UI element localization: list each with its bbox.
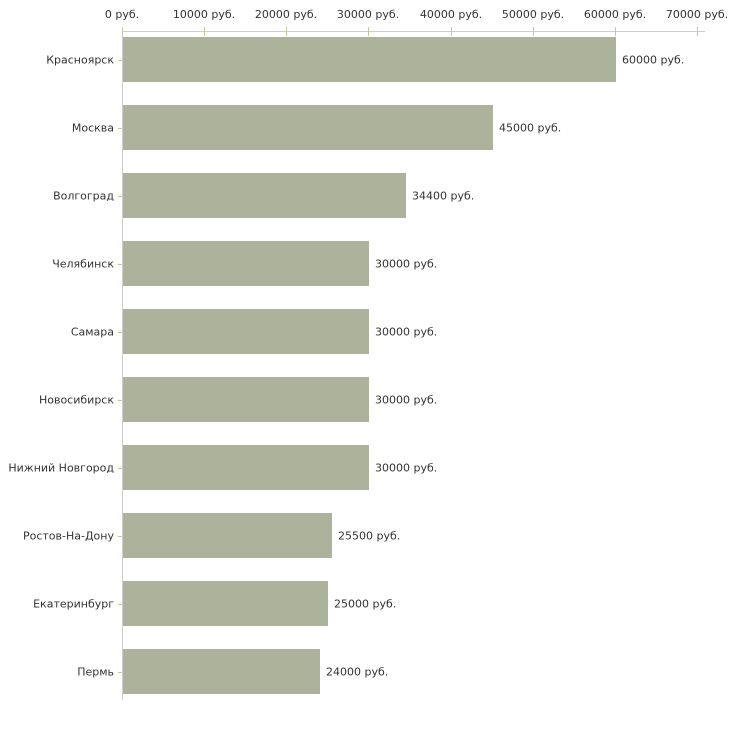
bar — [123, 105, 493, 150]
bar — [123, 581, 328, 626]
category-label: Ростов-На-Дону — [22, 529, 114, 542]
x-axis-tick-label: 60000 руб. — [583, 8, 647, 21]
x-axis-tick-label: 50000 руб. — [501, 8, 565, 21]
y-axis-tick-mark — [118, 672, 122, 673]
x-axis-tick-mark — [615, 27, 616, 36]
bar-value-label: 25000 руб. — [334, 597, 397, 610]
category-label: Новосибирск — [38, 393, 114, 406]
x-axis-tick-mark — [122, 27, 123, 36]
x-axis-tick-mark — [451, 27, 452, 36]
y-axis-tick-mark — [118, 332, 122, 333]
bar-value-label: 30000 руб. — [375, 393, 438, 406]
category-label: Екатеринбург — [33, 597, 114, 610]
bar — [123, 649, 320, 694]
bar — [123, 37, 616, 82]
x-axis-tick-label: 40000 руб. — [419, 8, 483, 21]
bar — [123, 241, 369, 286]
bar — [123, 513, 332, 558]
x-axis-tick-label: 20000 руб. — [254, 8, 318, 21]
y-axis-tick-mark — [118, 536, 122, 537]
x-axis-tick-label: 10000 руб. — [172, 8, 236, 21]
y-axis-tick-mark — [118, 400, 122, 401]
y-axis-tick-mark — [118, 60, 122, 61]
category-label: Москва — [71, 121, 114, 134]
y-axis-line — [122, 31, 123, 700]
category-label: Нижний Новгород — [8, 461, 114, 474]
x-axis-tick-label: 70000 руб. — [665, 8, 729, 21]
bar-value-label: 45000 руб. — [499, 121, 562, 134]
bar-value-label: 30000 руб. — [375, 325, 438, 338]
x-axis-tick-label: 0 руб. — [104, 8, 140, 21]
x-axis-tick-mark — [204, 27, 205, 36]
category-label: Волгоград — [53, 189, 114, 202]
bar — [123, 309, 369, 354]
bar — [123, 377, 369, 422]
category-label: Красноярск — [46, 53, 114, 66]
x-axis-tick-mark — [368, 27, 369, 36]
y-axis-tick-mark — [118, 128, 122, 129]
bar-value-label: 30000 руб. — [375, 461, 438, 474]
bar — [123, 173, 406, 218]
bar-value-label: 34400 руб. — [412, 189, 475, 202]
category-label: Челябинск — [52, 257, 114, 270]
category-label: Самара — [70, 325, 114, 338]
y-axis-tick-mark — [118, 468, 122, 469]
bar-value-label: 25500 руб. — [338, 529, 401, 542]
category-label: Пермь — [77, 665, 114, 678]
x-axis-tick-mark — [533, 27, 534, 36]
x-axis-tick-mark — [697, 27, 698, 36]
bar — [123, 445, 369, 490]
x-axis-tick-mark — [286, 27, 287, 36]
bar-value-label: 60000 руб. — [622, 53, 685, 66]
x-axis-line — [122, 31, 705, 32]
bar-value-label: 24000 руб. — [326, 665, 389, 678]
y-axis-tick-mark — [118, 196, 122, 197]
x-axis-tick-label: 30000 руб. — [336, 8, 400, 21]
y-axis-tick-mark — [118, 264, 122, 265]
y-axis-tick-mark — [118, 604, 122, 605]
bar-value-label: 30000 руб. — [375, 257, 438, 270]
